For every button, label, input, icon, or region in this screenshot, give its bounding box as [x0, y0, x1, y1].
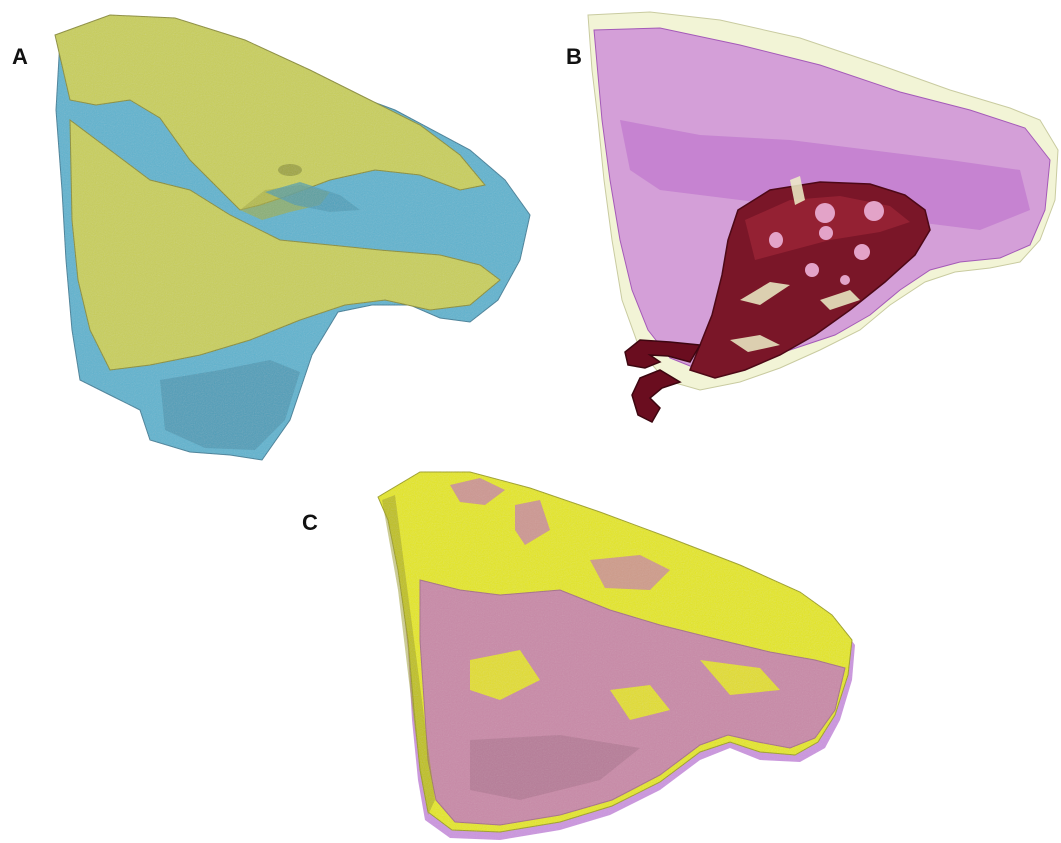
guide-hook — [624, 339, 702, 369]
guide-holes — [769, 201, 884, 285]
yellow-mesh-shape — [54, 14, 486, 211]
panel-label-b: B — [566, 44, 582, 69]
panel-label-a: A — [12, 44, 28, 69]
panel-label-c: C — [302, 510, 318, 535]
